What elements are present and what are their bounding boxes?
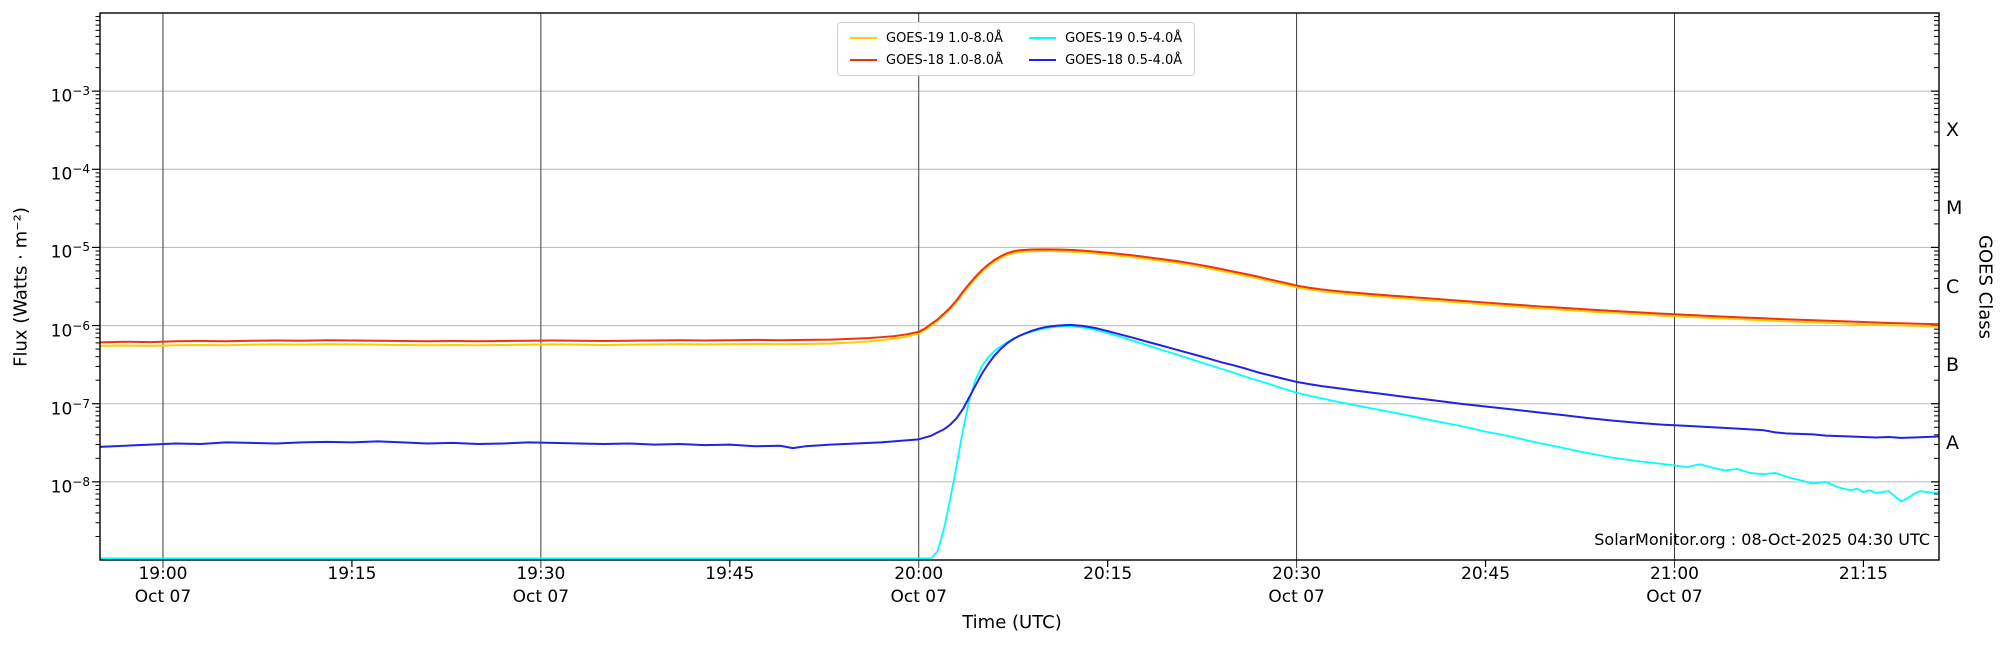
- y-axis-label: Flux (Watts · m⁻²): [10, 207, 32, 367]
- x-tick-label: 20:30: [1272, 564, 1322, 584]
- series-goes-19-1-0-8-0-: [100, 250, 1939, 347]
- legend-label: GOES-18 1.0-8.0Å: [886, 52, 1004, 68]
- x-date-label: Oct 07: [512, 587, 570, 607]
- x-axis-label: Time (UTC): [962, 612, 1062, 633]
- x-tick-label: 19:45: [705, 564, 755, 584]
- series-goes-18-0-5-4-0-: [100, 323, 1939, 450]
- x-tick-label: 21:15: [1838, 564, 1888, 584]
- legend-item-goes18-long: GOES-18 1.0-8.0Å: [850, 49, 1003, 71]
- goes-class-label-b: B: [1946, 353, 1960, 376]
- legend-line-swatch: [850, 59, 877, 61]
- y-tick-label: 10−5: [50, 240, 90, 264]
- legend-item-goes18-short: GOES-18 0.5-4.0Å: [1029, 49, 1182, 71]
- plot-border: [99, 12, 1940, 561]
- series-goes-19-0-5-4-0-: [100, 325, 1939, 560]
- y-tick-label: 10−8: [50, 474, 90, 498]
- x-date-label: Oct 07: [890, 587, 947, 607]
- y-tick-label: 10−7: [50, 396, 90, 420]
- x-tick-label: 19:15: [327, 564, 377, 584]
- goes-class-label-x: X: [1946, 119, 1960, 142]
- goes-class-label-c: C: [1946, 275, 1960, 298]
- y-tick-label: 10−3: [50, 84, 90, 107]
- x-tick-label: 19:30: [516, 564, 566, 584]
- legend: GOES-19 1.0-8.0Å GOES-18 1.0-8.0Å GOES-1…: [837, 22, 1196, 76]
- x-tick-label: 20:00: [894, 564, 944, 584]
- y-tick-label: 10−6: [50, 318, 90, 342]
- watermark-annotation: SolarMonitor.org : 08-Oct-2025 04:30 UTC: [1594, 530, 1930, 549]
- legend-label: GOES-19 1.0-8.0Å: [886, 30, 1004, 46]
- x-tick-label: 20:15: [1083, 564, 1133, 584]
- y-tick-label: 10−4: [50, 162, 90, 185]
- x-tick-label: 21:00: [1649, 564, 1699, 584]
- x-date-label: Oct 07: [1268, 587, 1325, 607]
- x-tick-label: 19:00: [138, 564, 188, 584]
- legend-label: GOES-19 0.5-4.0Å: [1065, 30, 1183, 46]
- legend-item-goes19-long: GOES-19 1.0-8.0Å: [850, 27, 1003, 49]
- legend-label: GOES-18 0.5-4.0Å: [1065, 52, 1183, 68]
- x-date-label: Oct 07: [134, 587, 192, 607]
- goes-class-label-a: A: [1946, 431, 1959, 454]
- y-axis-right-label: GOES Class: [1974, 235, 1996, 339]
- goes-class-label-m: M: [1946, 197, 1963, 220]
- legend-line-swatch: [850, 37, 877, 39]
- legend-line-swatch: [1029, 37, 1057, 39]
- x-date-label: Oct 07: [1646, 587, 1703, 607]
- series-goes-18-1-0-8-0-: [100, 248, 1939, 344]
- x-tick-label: 20:45: [1461, 564, 1511, 584]
- legend-item-goes19-short: GOES-19 0.5-4.0Å: [1029, 27, 1182, 49]
- legend-line-swatch: [1029, 59, 1057, 61]
